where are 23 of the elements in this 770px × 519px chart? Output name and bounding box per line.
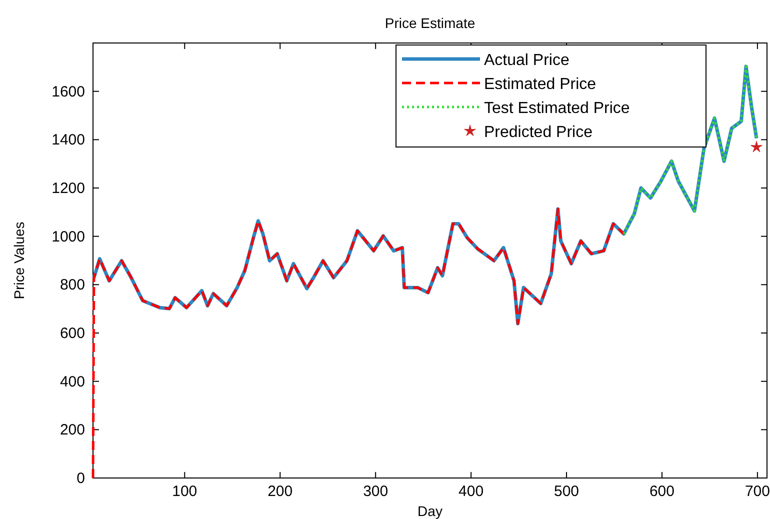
x-tick-label: 300 (363, 483, 388, 500)
y-axis-title: Price Values (11, 222, 27, 300)
y-tick-label: 600 (60, 325, 85, 342)
y-tick-label: 200 (60, 422, 85, 439)
x-tick-label: 100 (172, 483, 198, 500)
y-tick-label: 1400 (52, 132, 85, 149)
chart-title: Price Estimate (384, 15, 476, 31)
x-tick-label: 500 (554, 483, 580, 500)
legend-label: Predicted Price (484, 124, 593, 141)
legend-label: Test Estimated Price (484, 100, 630, 117)
y-tick-label: 400 (60, 373, 85, 390)
x-axis-title: Day (418, 503, 442, 519)
x-tick-label: 200 (268, 483, 293, 500)
x-tick-label: 600 (649, 483, 674, 500)
x-tick-label: 700 (744, 483, 770, 500)
y-tick-label: 800 (60, 276, 85, 294)
legend-label: Estimated Price (484, 76, 596, 93)
legend-label: Actual Price (484, 52, 570, 69)
y-tick-label: 1600 (52, 83, 85, 100)
x-tick-label: 400 (458, 483, 484, 500)
y-tick-label: 0 (76, 470, 85, 487)
y-tick-label: 1000 (52, 228, 85, 246)
y-tick-label: 1200 (52, 180, 85, 197)
